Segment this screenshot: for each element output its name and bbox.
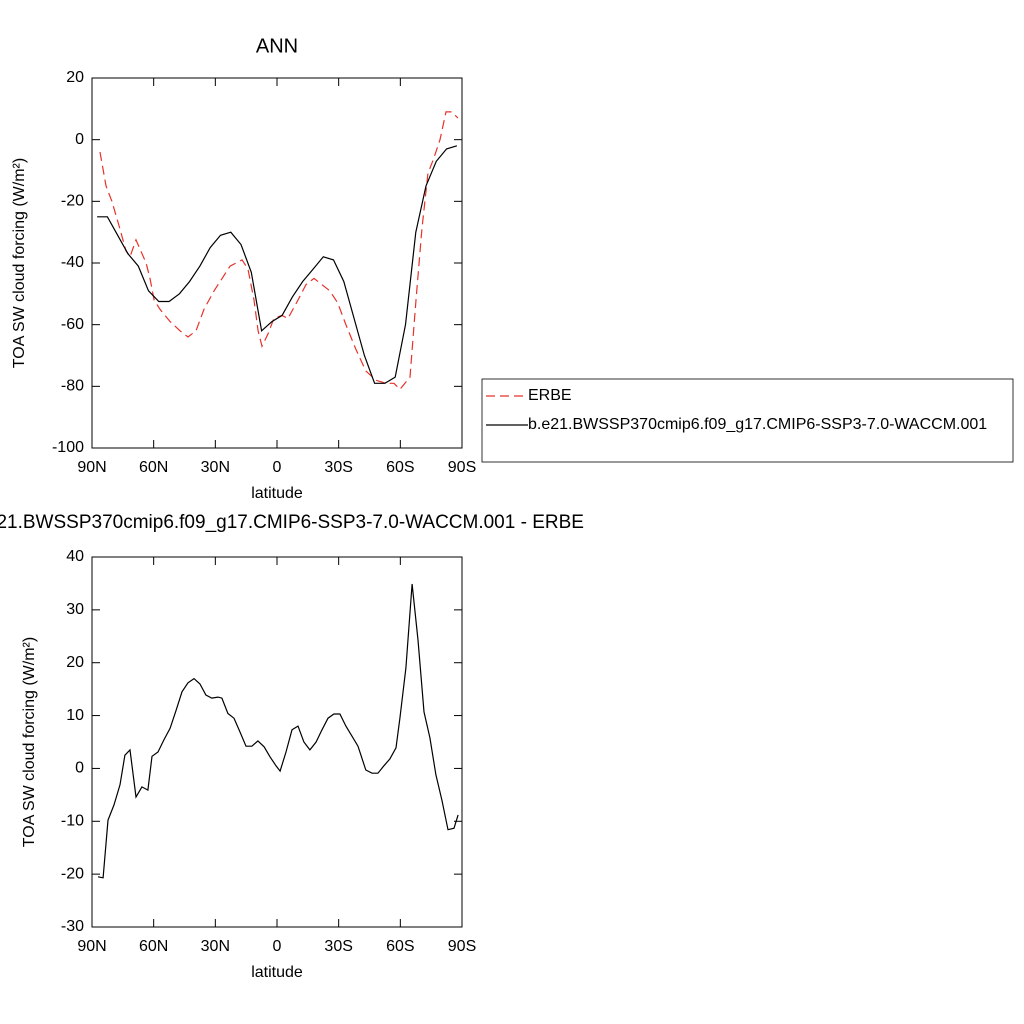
x-tick-label: 30S bbox=[324, 459, 352, 476]
y-tick-label: 0 bbox=[75, 760, 84, 777]
y-tick-label: 20 bbox=[66, 654, 84, 671]
x-tick-label: 60N bbox=[139, 938, 168, 955]
x-axis-label: latitude bbox=[251, 485, 303, 502]
y-tick-label: -20 bbox=[61, 193, 84, 210]
chart-title: b.e21.BWSSP370cmip6.f09_g17.CMIP6-SSP3-7… bbox=[0, 512, 584, 533]
y-axis-label: TOA SW cloud forcing (W/m²) bbox=[21, 637, 38, 847]
y-tick-label: -30 bbox=[61, 918, 84, 935]
x-tick-label: 30S bbox=[324, 938, 352, 955]
y-tick-label: -40 bbox=[61, 254, 84, 271]
x-tick-label: 90S bbox=[448, 459, 476, 476]
y-tick-label: 0 bbox=[75, 131, 84, 148]
plot-frame bbox=[91, 77, 463, 449]
x-tick-label: 0 bbox=[273, 938, 282, 955]
chart-title: ANN bbox=[256, 35, 298, 57]
y-tick-label: -100 bbox=[52, 439, 84, 456]
x-tick-label: 30N bbox=[201, 459, 230, 476]
data-line bbox=[99, 111, 459, 391]
plot-frame bbox=[91, 556, 463, 928]
y-tick-label: -60 bbox=[61, 316, 84, 333]
legend-label: ERBE bbox=[528, 387, 572, 404]
plot: ANN -100 -80 -60 -40 -20 0 20 90N 60N 30N 0 30S 60S 90… bbox=[11, 35, 476, 502]
legend-label: b.e21.BWSSP370cmip6.f09_g17.CMIP6-SSP3-7… bbox=[528, 416, 987, 433]
x-tick-label: 60S bbox=[386, 938, 414, 955]
x-tick-label: 90N bbox=[77, 459, 106, 476]
legend-box bbox=[481, 378, 1014, 463]
x-tick-label: 60N bbox=[139, 459, 168, 476]
x-tick-label: 60S bbox=[386, 459, 414, 476]
x-tick-label: 90S bbox=[448, 938, 476, 955]
y-tick-label: 10 bbox=[66, 707, 84, 724]
y-tick-label: -80 bbox=[61, 378, 84, 395]
y-tick-label: -10 bbox=[61, 813, 84, 830]
x-tick-label: 30N bbox=[201, 938, 230, 955]
x-axis-label: latitude bbox=[251, 964, 303, 981]
y-tick-label: 40 bbox=[66, 548, 84, 565]
y-tick-label: -20 bbox=[61, 865, 84, 882]
y-tick-label: 30 bbox=[66, 601, 84, 618]
data-line bbox=[97, 583, 459, 879]
x-tick-label: 90N bbox=[77, 938, 106, 955]
data-line bbox=[97, 145, 458, 384]
plot: b.e21.BWSSP370cmip6.f09_g17.CMIP6-SSP3-7… bbox=[0, 512, 584, 981]
legend: ERBE b.e21.BWSSP370cmip6.f09_g17.CMIP6-SS… bbox=[481, 378, 1014, 463]
y-tick-label: 20 bbox=[66, 69, 84, 86]
x-tick-label: 0 bbox=[273, 459, 282, 476]
y-axis-label: TOA SW cloud forcing (W/m²) bbox=[11, 158, 28, 368]
